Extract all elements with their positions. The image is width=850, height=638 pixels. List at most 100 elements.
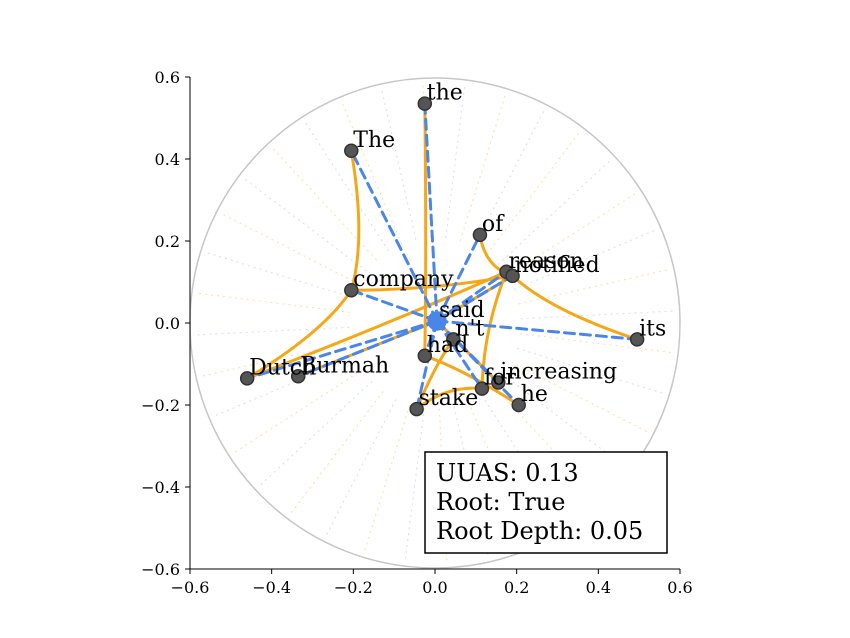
word-label-The: The [353,128,395,153]
word-label-n't: n't [455,316,484,341]
background-line [271,146,378,261]
node-its [629,332,645,347]
y-tick-label: −0.4 [141,478,180,497]
background-line [324,399,397,537]
background-line [438,408,448,563]
background-line [481,394,566,525]
gold-edge-had-he [423,354,521,407]
predicted-edge-said-its [435,319,639,341]
word-label-the: the [427,81,463,106]
word-label-increasing: increasing [500,359,617,384]
node-Dutch [239,371,255,386]
background-line [205,251,354,299]
background-line [513,229,657,291]
y-tick-label: 0.4 [155,150,180,169]
word-label-reason: reason [508,249,583,274]
predicted-edge-said-the [423,102,439,323]
predicted-edge-said-Dutch [245,319,439,380]
node-had [417,348,433,364]
word-label-said: said [439,298,485,323]
background-line [195,326,350,336]
predicted-edge-said-The [349,149,439,323]
node-said [427,311,447,331]
node-company [344,282,359,298]
node-stake [409,401,424,417]
x-tick-label: 0.6 [667,578,692,597]
background-line [459,93,507,242]
background-line [380,88,417,240]
word-label-Dutch: Dutch [249,355,316,380]
word-label-of: of [482,212,505,237]
node-he [511,397,526,413]
predicted-edge-said-for [435,319,484,391]
x-tick-label: 0.2 [504,578,529,597]
gold-edge-reason-for [480,270,508,391]
predicted-edge-said-company [349,288,439,323]
background-line [243,177,368,272]
background-line [520,310,675,320]
gold-edge-the-had [423,102,428,358]
word-label-company: company [353,267,454,292]
node-The [344,143,359,159]
background-line [258,380,373,487]
predicted-edge-said-of [435,233,482,323]
background-line [467,401,529,545]
background-line [221,212,359,285]
word-label-its: its [639,316,666,341]
y-tick-label: 0.6 [155,68,180,87]
background-line [502,374,627,469]
background-line [506,192,637,277]
x-tick-label: 0.0 [422,578,447,597]
background-line [516,347,665,395]
background-line [196,292,350,313]
background-line [453,406,490,558]
gold-edge-The-company [349,149,361,292]
gold-edge-Dutch-reason [245,270,508,380]
root-text: Root: True [436,488,565,516]
x-tick-label: −0.6 [171,578,210,597]
axes: −0.6−0.6 −0.4 −0.4 −0.2 −0.2 0.0 0.0 0.2 0.2 0.4 0… [141,68,693,597]
background-line [289,390,384,515]
predicted-edge-said-notified [435,274,515,323]
x-tick-label: 0.4 [586,578,611,597]
root-depth-text: Root Depth: 0.05 [436,517,643,545]
node-increasing [491,375,506,390]
word-label-had: had [427,333,468,358]
gold-edge-notified-its [511,274,639,341]
stats-legend-box: UUAS: 0.13 Root: True Root Depth: 0.05 [424,451,668,554]
predicted-edge-said-Burmah [296,319,439,378]
node-n't [446,332,461,347]
uuas-text: UUAS: 0.13 [436,459,579,487]
predicted-edge-said-reason [435,270,508,323]
word-label-for: for [484,366,516,391]
background-line [233,369,364,454]
background-line [422,83,432,238]
predicted-edge-said-increasing [435,319,500,384]
node-layer [239,96,645,417]
background-line [492,385,599,500]
gold-edge-company-Dutch [245,288,353,380]
background-line [497,159,612,266]
stats-box-frame [424,451,668,554]
word-label-he: he [521,382,548,407]
predicted-edge-said-stake [415,319,439,411]
predicted-edge-layer [245,102,639,411]
background-line [213,355,357,417]
node-Burmah [290,369,306,384]
y-tick-label: −0.2 [141,396,180,415]
background-line [341,101,403,245]
node-the [417,96,433,111]
word-label-Burmah: Burmah [300,353,389,378]
background-line [520,333,674,354]
y-tick-label: −0.6 [141,560,180,579]
y-tick-label: 0.2 [155,232,180,251]
background-line [404,408,425,562]
word-label-stake: stake [419,386,479,411]
node-notified [505,268,520,284]
y-tick-label: 0.0 [155,314,180,333]
x-tick-label: −0.2 [334,578,373,597]
background-line [304,121,389,252]
